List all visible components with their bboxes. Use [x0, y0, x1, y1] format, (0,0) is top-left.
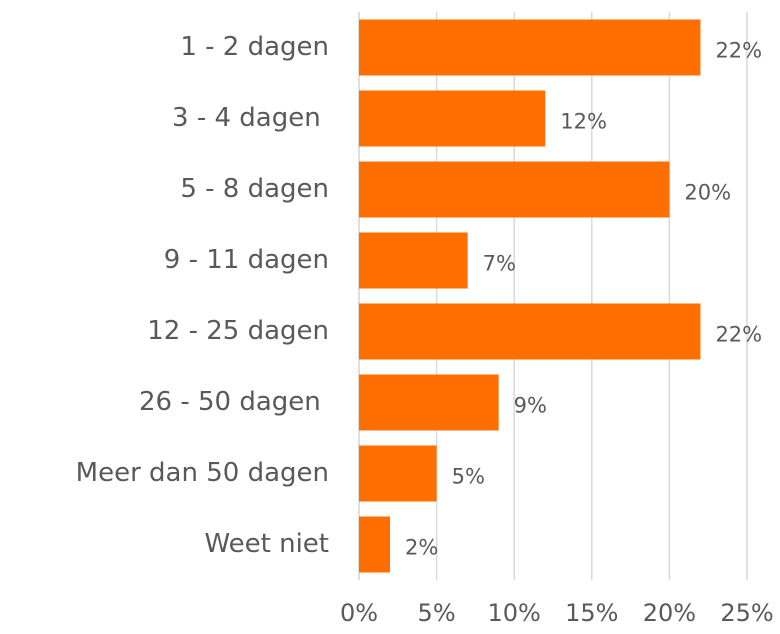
bar — [359, 90, 546, 147]
data-label: 22% — [715, 323, 762, 347]
data-label: 2% — [405, 536, 438, 560]
y-tick-label: Meer dan 50 dagen — [76, 458, 329, 488]
data-label: 12% — [560, 110, 607, 134]
data-label: 9% — [514, 394, 547, 418]
y-tick-label: Weet niet — [204, 529, 329, 559]
x-tick-label: 5% — [418, 599, 456, 627]
bar — [359, 445, 437, 502]
data-label: 20% — [684, 181, 731, 205]
bar — [359, 232, 468, 289]
x-tick-label: 0% — [340, 599, 378, 627]
bar — [359, 374, 499, 431]
y-tick-label: 1 - 2 dagen — [180, 32, 329, 62]
x-tick-label: 15% — [565, 599, 618, 627]
y-tick-label: 12 - 25 dagen — [147, 316, 329, 346]
x-tick-label: 25% — [720, 599, 773, 627]
data-label: 5% — [452, 465, 485, 489]
bar — [359, 161, 670, 218]
data-label: 22% — [715, 39, 762, 63]
bar — [359, 303, 701, 360]
x-tick-label: 20% — [643, 599, 696, 627]
x-tick-label: 10% — [488, 599, 541, 627]
data-label: 7% — [483, 252, 516, 276]
bar — [359, 19, 701, 76]
y-tick-label: 5 - 8 dagen — [180, 174, 329, 204]
y-tick-label: 9 - 11 dagen — [164, 245, 329, 275]
y-tick-label: 26 - 50 dagen — [139, 387, 329, 417]
bar — [359, 516, 391, 573]
y-tick-label: 3 - 4 dagen — [172, 103, 329, 133]
